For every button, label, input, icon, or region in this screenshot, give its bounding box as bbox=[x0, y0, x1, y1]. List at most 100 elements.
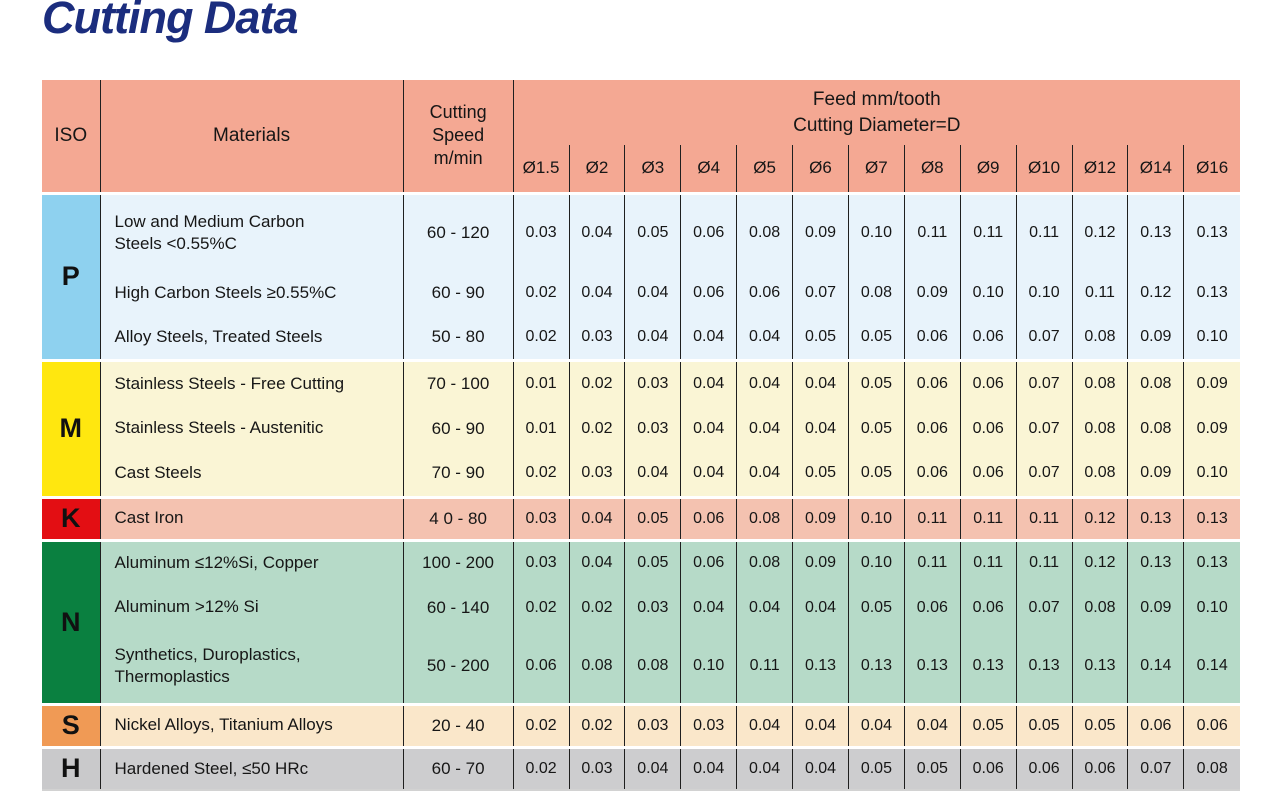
feed-cell: 0.05 bbox=[847, 406, 905, 451]
feed-cell: 0.03 bbox=[512, 495, 569, 540]
feed-cell: 0.09 bbox=[1183, 358, 1240, 406]
table-row: P Low and Medium Carbon Steels <0.55%C 60 … bbox=[42, 191, 1240, 360]
feed-cell: 0.10 bbox=[959, 271, 1017, 315]
feed-cell: 0.07 bbox=[1015, 585, 1073, 630]
feed-cell: 0.04 bbox=[792, 745, 849, 791]
feed-cell: 0.04 bbox=[903, 702, 961, 747]
table-row: Alloy Steels, Treated Steels 50 - 80 0.02 0… bbox=[42, 315, 1240, 360]
cutting-speed-column-header: Cutting Speed m/min bbox=[402, 80, 514, 195]
feed-cell: 0.04 bbox=[792, 702, 849, 747]
feed-cell: 0.01 bbox=[512, 406, 569, 451]
material-cell: Stainless Steels - Austenitic bbox=[99, 406, 404, 451]
feed-cell: 0.06 bbox=[1127, 702, 1184, 747]
feed-cell: 0.11 bbox=[1015, 495, 1073, 540]
feed-cell: 0.02 bbox=[568, 406, 625, 451]
table-row: M Stainless Steels - Free Cutting 70 - 100… bbox=[42, 358, 1240, 497]
material-cell: Cast Steels bbox=[99, 451, 404, 497]
feed-cell: 0.07 bbox=[1015, 315, 1073, 360]
feed-cell: 0.03 bbox=[568, 451, 625, 497]
diameter-header-row: Ø1.5 Ø2 Ø3 Ø4 Ø5 Ø6 Ø7 Ø8 Ø9 Ø10 Ø12 Ø14 Ø16 bbox=[42, 145, 1240, 195]
feed-cell: 0.05 bbox=[792, 451, 849, 497]
feed-cell: 0.09 bbox=[1127, 315, 1184, 360]
feed-cell: 0.06 bbox=[1015, 745, 1073, 791]
feed-cell: 0.10 bbox=[1183, 315, 1240, 360]
material-cell: Hardened Steel, ≤50 HRc bbox=[99, 745, 404, 791]
diameter-header: Ø7 bbox=[847, 145, 905, 195]
feed-cell: 0.02 bbox=[512, 271, 569, 315]
cutting-speed-cell: 70 - 100 bbox=[402, 358, 514, 406]
feed-cell: 0.11 bbox=[959, 495, 1017, 540]
feed-cell: 0.04 bbox=[680, 585, 737, 630]
feed-cell: 0.05 bbox=[1015, 702, 1073, 747]
feed-cell: 0.03 bbox=[568, 315, 625, 360]
table-row: N Aluminum ≤12%Si, Copper 100 - 200 0.03 0.0… bbox=[42, 538, 1240, 704]
feed-cell: 0.05 bbox=[624, 495, 681, 540]
feed-cell: 0.09 bbox=[1127, 451, 1184, 497]
table-row: K Cast Iron 4 0 - 80 0.03 0.04 0.05 0.06 0.08 0.… bbox=[42, 495, 1240, 540]
feed-cell: 0.11 bbox=[736, 630, 793, 704]
feed-cell: 0.04 bbox=[624, 271, 681, 315]
feed-cell: 0.08 bbox=[568, 630, 625, 704]
feed-cell: 0.11 bbox=[1015, 191, 1073, 271]
feed-cell: 0.13 bbox=[1015, 630, 1073, 704]
material-cell: Aluminum >12% Si bbox=[99, 585, 404, 630]
feed-header-line2: Cutting Diameter=D bbox=[793, 114, 961, 136]
feed-cell: 0.13 bbox=[959, 630, 1017, 704]
feed-cell: 0.04 bbox=[568, 495, 625, 540]
feed-cell: 0.04 bbox=[680, 451, 737, 497]
feed-cell: 0.08 bbox=[624, 630, 681, 704]
feed-cell: 0.08 bbox=[1071, 358, 1128, 406]
feed-cell: 0.11 bbox=[959, 191, 1017, 271]
feed-cell: 0.10 bbox=[847, 191, 905, 271]
feed-cell: 0.11 bbox=[903, 191, 961, 271]
feed-cell: 0.09 bbox=[903, 271, 961, 315]
feed-cell: 0.13 bbox=[1071, 630, 1128, 704]
material-cell: Cast Iron bbox=[99, 495, 404, 540]
feed-cell: 0.04 bbox=[736, 451, 793, 497]
feed-cell: 0.13 bbox=[903, 630, 961, 704]
diameter-header: Ø8 bbox=[903, 145, 961, 195]
table-row: Aluminum >12% Si 60 - 140 0.02 0.02 0.03 0.04… bbox=[42, 585, 1240, 630]
feed-cell: 0.09 bbox=[1127, 585, 1184, 630]
table-row: Synthetics, Duroplastics, Thermoplastics… bbox=[42, 630, 1240, 704]
feed-cell: 0.04 bbox=[792, 358, 849, 406]
feed-cell: 0.07 bbox=[792, 271, 849, 315]
cutting-speed-cell: 60 - 120 bbox=[402, 191, 514, 271]
feed-cell: 0.13 bbox=[847, 630, 905, 704]
diameter-header: Ø3 bbox=[624, 145, 681, 195]
feed-cell: 0.06 bbox=[680, 271, 737, 315]
feed-cell: 0.10 bbox=[847, 538, 905, 585]
feed-cell: 0.06 bbox=[680, 538, 737, 585]
feed-cell: 0.05 bbox=[847, 451, 905, 497]
feed-cell: 0.12 bbox=[1071, 495, 1128, 540]
iso-class-m: M bbox=[42, 358, 101, 497]
feed-cell: 0.08 bbox=[1127, 358, 1184, 406]
feed-cell: 0.09 bbox=[792, 191, 849, 271]
feed-cell: 0.12 bbox=[1127, 271, 1184, 315]
table-row: S Nickel Alloys, Titanium Alloys 20 - 40 0.… bbox=[42, 702, 1240, 747]
material-cell: Nickel Alloys, Titanium Alloys bbox=[99, 702, 404, 747]
feed-cell: 0.08 bbox=[1183, 745, 1240, 791]
feed-cell: 0.08 bbox=[736, 191, 793, 271]
material-cell: Low and Medium Carbon Steels <0.55%C bbox=[99, 191, 404, 271]
feed-cell: 0.02 bbox=[512, 702, 569, 747]
feed-cell: 0.13 bbox=[1127, 191, 1184, 271]
feed-cell: 0.06 bbox=[1183, 702, 1240, 747]
feed-cell: 0.06 bbox=[903, 358, 961, 406]
feed-cell: 0.04 bbox=[792, 585, 849, 630]
feed-cell: 0.06 bbox=[903, 406, 961, 451]
header-row-main: ISO Materials Cutting Speed m/min Feed m… bbox=[42, 80, 1240, 195]
table-row: Cast Steels 70 - 90 0.02 0.03 0.04 0.04 0.04 0.… bbox=[42, 451, 1240, 497]
feed-cell: 0.12 bbox=[1071, 538, 1128, 585]
feed-cell: 0.13 bbox=[1183, 495, 1240, 540]
feed-cell: 0.11 bbox=[959, 538, 1017, 585]
diameter-header: Ø14 bbox=[1127, 145, 1184, 195]
material-cell: Stainless Steels - Free Cutting bbox=[99, 358, 404, 406]
feed-cell: 0.04 bbox=[736, 745, 793, 791]
feed-cell: 0.06 bbox=[959, 406, 1017, 451]
diameter-header: Ø2 bbox=[568, 145, 625, 195]
cutting-speed-cell: 20 - 40 bbox=[402, 702, 514, 747]
feed-cell: 0.13 bbox=[792, 630, 849, 704]
table-header: ISO Materials Cutting Speed m/min Feed m… bbox=[42, 80, 1240, 195]
